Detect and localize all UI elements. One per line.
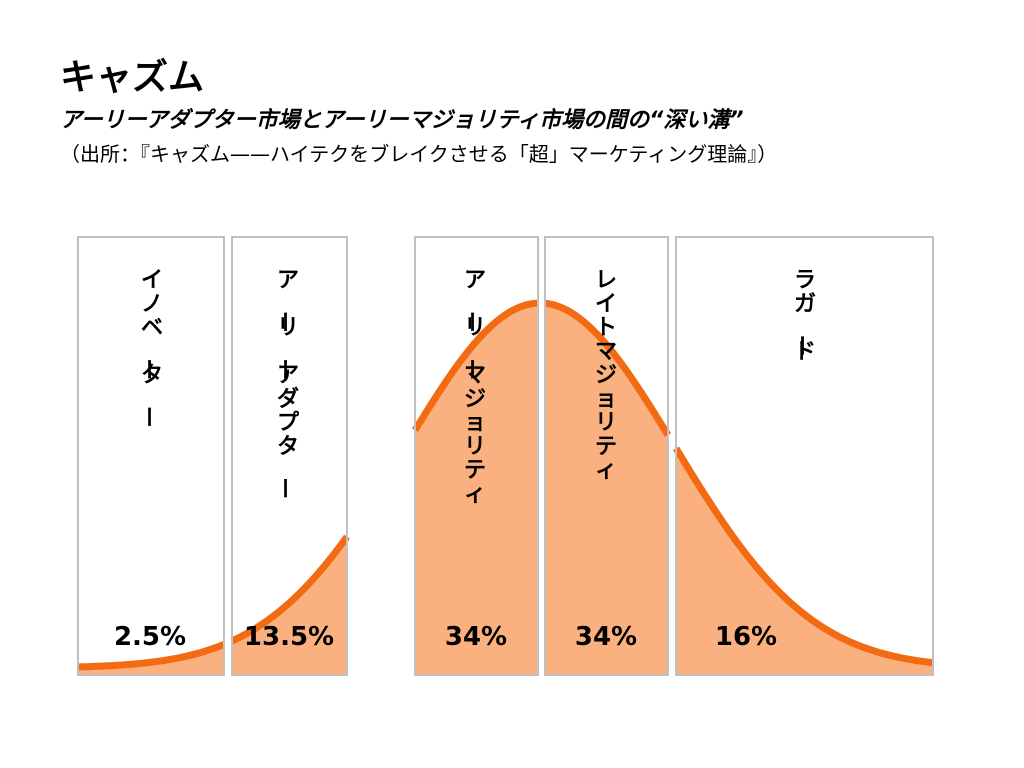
- panel-background: [78, 237, 224, 675]
- segment-panel-2: アーリーアダプター 13.5%: [230, 236, 350, 676]
- segment-percent: 16%: [715, 622, 777, 652]
- segment-percent: 34%: [445, 622, 507, 652]
- adoption-curve: [230, 534, 350, 645]
- page-title: キャズム: [60, 57, 205, 98]
- panel-border: [77, 236, 225, 676]
- segment-percent: 34%: [575, 622, 637, 652]
- segment-panel-5: ラガード 16%: [673, 236, 936, 676]
- segment-panel-4: レイトマジョリティ 34%: [543, 236, 671, 676]
- panel-border: [231, 236, 348, 676]
- adoption-curve: [543, 299, 671, 437]
- adoption-curve: [412, 299, 541, 433]
- adoption-curve: [673, 446, 936, 667]
- panel-border: [675, 236, 934, 676]
- segment-panel-1: イノベーター 2.5%: [76, 236, 226, 676]
- segment-label: イノベーター: [135, 268, 163, 428]
- source-citation: （出所：『キャズム——ハイテクをブレイクさせる「超」マーケティング理論』）: [60, 142, 778, 166]
- segment-label: アーリーマジョリティ: [458, 268, 486, 507]
- page-subtitle: アーリーアダプター市場とアーリーマジョリティ市場の間の“深い溝”: [60, 108, 744, 133]
- panel-border: [414, 236, 539, 676]
- segment-label: アーリーアダプター: [271, 268, 300, 499]
- segment-percent: 13.5%: [244, 622, 334, 652]
- segment-label: レイトマジョリティ: [595, 268, 617, 483]
- segment-area: [545, 303, 668, 675]
- segment-panel-3: アーリーマジョリティ 34%: [412, 236, 541, 676]
- adoption-curve: [76, 641, 226, 671]
- segment-area: [415, 303, 538, 675]
- segment-percent: 2.5%: [114, 622, 186, 652]
- panel-border: [544, 236, 669, 676]
- segment-area: [676, 448, 933, 675]
- segment-label: ラガード: [788, 268, 816, 364]
